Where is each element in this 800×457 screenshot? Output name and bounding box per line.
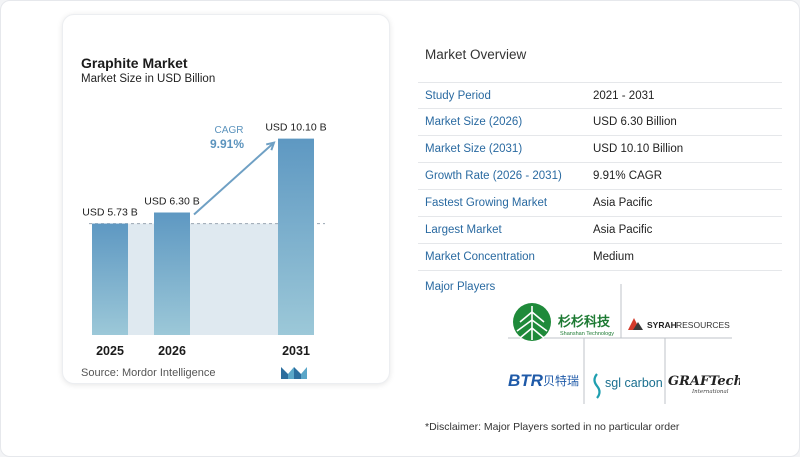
data-label-2026: USD 6.30 B	[144, 196, 199, 208]
graftech-name: GRAFTech	[668, 374, 740, 389]
data-label-2031: USD 10.10 B	[265, 122, 326, 134]
graftech-logo: GRAFTech International	[668, 374, 740, 395]
reference-band	[92, 223, 314, 335]
overview-label: Market Size (2031)	[425, 143, 523, 155]
market-overview-title: Market Overview	[425, 47, 527, 62]
sgl-carbon-logo: sgl carbon	[593, 373, 663, 399]
overview-value: Asia Pacific	[593, 197, 653, 209]
syrah-name: SYRAH	[647, 320, 677, 330]
mordor-intelligence-logo	[281, 367, 307, 379]
overview-row: Fastest Growing Market Asia Pacific	[418, 190, 782, 217]
overview-label: Market Concentration	[425, 251, 535, 263]
major-players-grid: 杉杉科技 Shanshan Technology SYRAH RESOURCES…	[508, 284, 740, 404]
btr-name: BTR	[508, 371, 544, 390]
sgl-name: sgl carbon	[605, 376, 663, 390]
overview-value: USD 6.30 Billion	[593, 116, 677, 128]
source-note: Source: Mordor Intelligence	[81, 367, 216, 379]
overview-row: Growth Rate (2026 - 2031) 9.91% CAGR	[418, 163, 782, 190]
overview-value: 9.91% CAGR	[593, 170, 663, 182]
category-label-2031: 2031	[282, 344, 310, 358]
data-label-2025: USD 5.73 B	[82, 207, 137, 219]
overview-label: Fastest Growing Market	[425, 197, 548, 209]
overview-row: Largest Market Asia Pacific	[418, 217, 782, 244]
graftech-sub: International	[691, 389, 729, 395]
shanshan-sub: Shanshan Technology	[560, 331, 614, 337]
bar-2025	[92, 223, 128, 335]
overview-value: Medium	[593, 251, 634, 263]
overview-row: Market Size (2026) USD 6.30 Billion	[418, 109, 782, 136]
disclaimer: *Disclaimer: Major Players sorted in no …	[425, 421, 680, 433]
overview-label: Largest Market	[425, 224, 502, 236]
overview-row: Study Period 2021 - 2031	[418, 82, 782, 109]
overview-label: Market Size (2026)	[425, 116, 523, 128]
market-overview-table: Study Period 2021 - 2031 Market Size (202…	[418, 82, 782, 271]
cagr-arrowhead	[265, 141, 276, 151]
overview-label: Study Period	[425, 89, 491, 102]
syrah-sub: RESOURCES	[676, 320, 730, 330]
bar-2031	[278, 138, 314, 335]
chart-subtitle: Market Size in USD Billion	[81, 73, 216, 85]
overview-value: 2021 - 2031	[593, 89, 655, 102]
syrah-resources-logo: SYRAH RESOURCES	[628, 318, 730, 330]
major-players-title: Major Players	[425, 281, 496, 293]
btr-sub: 贝特瑞	[543, 373, 579, 388]
shanshan-logo: 杉杉科技 Shanshan Technology	[513, 303, 614, 341]
cagr-arrow	[193, 141, 275, 216]
chart-card: Graphite Market Market Size in USD Billi…	[62, 14, 390, 384]
chart-title: Graphite Market	[81, 55, 188, 71]
shanshan-name: 杉杉科技	[558, 314, 611, 330]
overview-label: Growth Rate (2026 - 2031)	[425, 170, 562, 182]
overview-row: Market Size (2031) USD 10.10 Billion	[418, 136, 782, 163]
overview-value: Asia Pacific	[593, 224, 653, 236]
category-label-2025: 2025	[96, 344, 124, 358]
cagr-label: CAGR	[215, 125, 244, 136]
category-label-2026: 2026	[158, 344, 186, 358]
overview-value: USD 10.10 Billion	[593, 143, 684, 155]
overview-row: Market Concentration Medium	[418, 244, 782, 271]
bar-chart: USD 5.73 B 2025 USD 6.30 B 2026 USD 10.10 B 2…	[82, 122, 326, 358]
cagr-value: 9.91%	[210, 137, 244, 151]
btr-logo: BTR 贝特瑞	[508, 371, 579, 390]
bar-2026	[154, 212, 190, 335]
